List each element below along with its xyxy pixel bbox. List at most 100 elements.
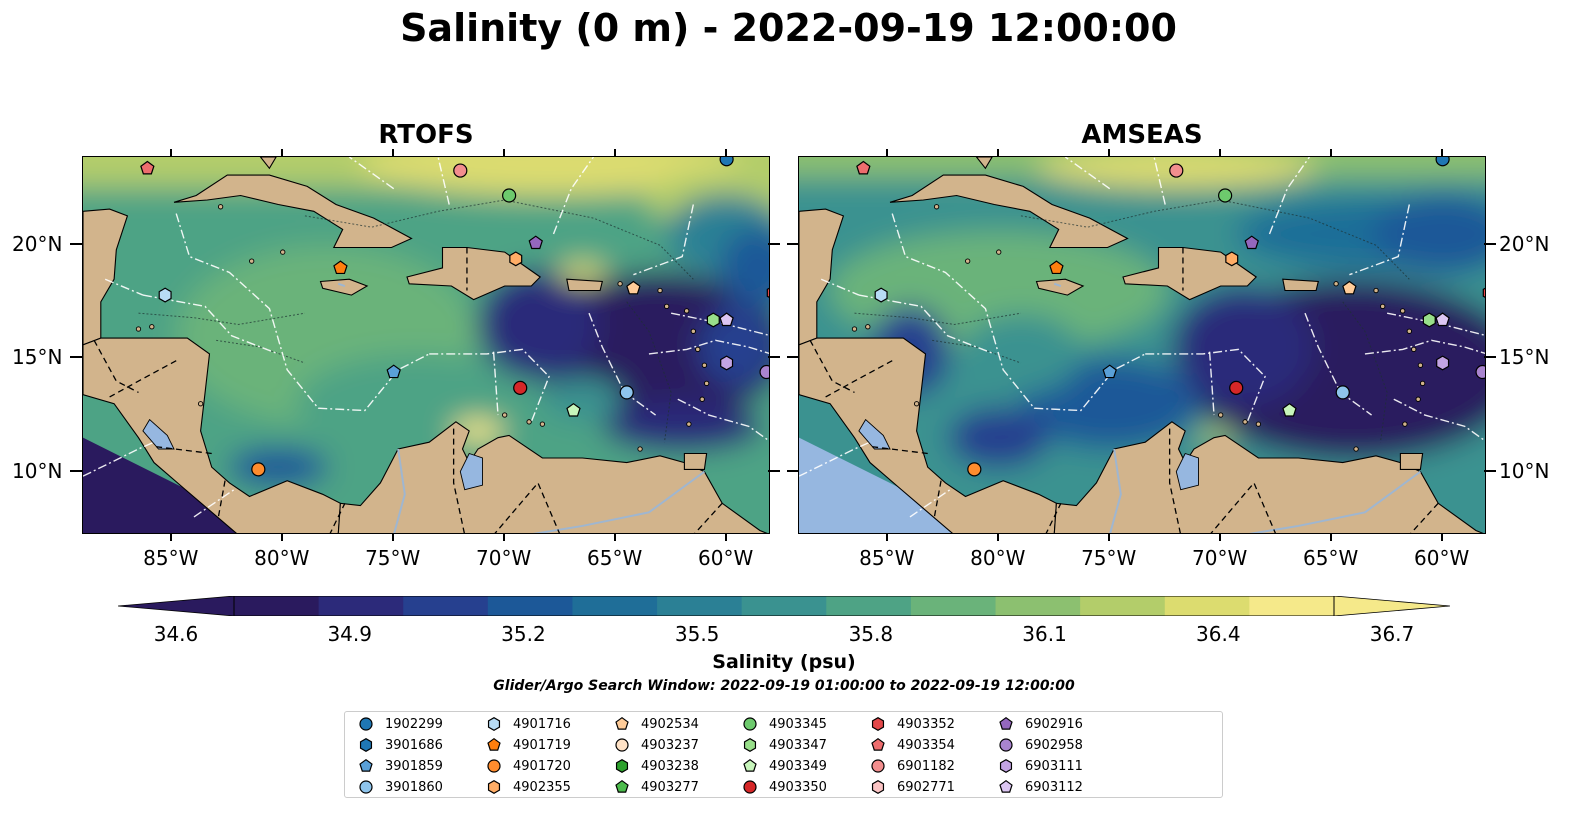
legend-label: 4901719 [513, 737, 571, 753]
lon-tick [724, 149, 727, 156]
float-marker-4903349 [1282, 402, 1297, 417]
island [965, 258, 971, 264]
legend-symbol [359, 738, 373, 752]
float-marker-4902534 [626, 280, 641, 295]
island [1406, 328, 1412, 334]
float-marker-4901720 [967, 462, 982, 477]
island [637, 446, 643, 452]
legend-item-3901860: 3901860 [357, 778, 443, 796]
lon-tick-label: 75°W [365, 546, 421, 570]
legend-marker-icon [359, 717, 373, 731]
legend-item-6903111: 6903111 [997, 757, 1083, 775]
legend-label: 4903354 [897, 737, 955, 753]
island [1353, 446, 1359, 452]
lon-tick [1440, 149, 1443, 156]
legend-label: 3901859 [385, 758, 443, 774]
lon-tick [1329, 149, 1332, 156]
island [539, 421, 546, 427]
eez-boundary [891, 213, 1146, 412]
colorbar-label: Salinity (psu) [712, 651, 856, 673]
eez-boundary [104, 278, 144, 296]
legend-symbol [615, 716, 629, 730]
colorbar-tick-label: 36.4 [1196, 622, 1241, 646]
lat-tick [70, 356, 82, 359]
island [1242, 419, 1248, 425]
legend-marker-icon [359, 738, 373, 752]
land-central [799, 337, 1057, 533]
land-central [83, 337, 341, 533]
pacific-ocean [83, 437, 237, 533]
colorbar-segment [1249, 596, 1335, 616]
map-panel-rtofs [82, 156, 770, 534]
island [249, 258, 255, 264]
legend-item-4903352: 4903352 [869, 715, 955, 733]
legend-marker-icon [871, 737, 885, 751]
float-marker-4903354 [856, 160, 871, 175]
legend-label: 4903349 [769, 758, 827, 774]
legend-symbol [487, 717, 501, 731]
island [684, 308, 690, 314]
float-marker-1902299 [719, 157, 734, 167]
legend-label: 6902916 [1025, 716, 1083, 732]
island [502, 412, 508, 418]
legend-item-4901716: 4901716 [485, 715, 571, 733]
island [197, 401, 204, 407]
legend-symbol [871, 737, 885, 751]
island [1380, 303, 1386, 310]
lon-tick [724, 534, 727, 541]
legend-item-1902299: 1902299 [357, 715, 443, 733]
float-marker-3901860 [619, 385, 634, 400]
eez-boundary [909, 489, 951, 518]
float-marker-4903347 [706, 312, 720, 328]
island [1411, 346, 1417, 353]
legend-label: 3901860 [385, 779, 443, 795]
legend-marker-icon [999, 759, 1013, 773]
eez-boundary [193, 489, 235, 518]
country-border [93, 340, 139, 393]
float-marker-6901182 [1169, 163, 1184, 178]
legend-item-4901719: 4901719 [485, 736, 571, 754]
float-marker-4901716 [158, 287, 172, 303]
legend-symbol [487, 737, 501, 751]
colorbar-segment [910, 596, 997, 616]
legend-symbol [743, 738, 757, 752]
legend-marker-icon [999, 716, 1013, 730]
float-marker-4901719 [333, 260, 348, 275]
legend-marker-icon [615, 716, 629, 730]
island [1218, 412, 1224, 418]
colorbar-segment [234, 596, 320, 616]
legend-marker-icon [615, 759, 629, 773]
lon-tick-label: 70°W [1192, 546, 1248, 570]
legend-label: 1902299 [385, 716, 443, 732]
panel-title-amseas: AMSEAS [1081, 120, 1203, 150]
float-marker-3901860 [1335, 385, 1350, 400]
river [532, 470, 706, 533]
legend-label: 4903350 [769, 779, 827, 795]
legend-label: 6902771 [897, 779, 955, 795]
lon-tick [391, 149, 394, 156]
land-trinidad [683, 452, 708, 470]
eez-boundary [799, 441, 871, 477]
colorbar-tick-label: 36.1 [1022, 622, 1067, 646]
float-marker-4903350 [513, 380, 528, 395]
lon-tick [996, 534, 999, 541]
legend-label: 4901720 [513, 758, 571, 774]
lat-tick [768, 243, 780, 246]
lon-tick [996, 149, 999, 156]
legend-label: 6903112 [1025, 779, 1083, 795]
colorbar-tick-label: 36.7 [1369, 622, 1415, 646]
colorbar-tick-label: 35.5 [674, 622, 720, 646]
colorbar-segment [826, 596, 912, 616]
lat-tick-label-right: 20°N [1499, 232, 1550, 257]
float-marker-4902355 [1225, 251, 1239, 267]
island [913, 401, 920, 407]
legend-item-4902534: 4902534 [613, 715, 699, 733]
float-marker-6903111 [720, 355, 734, 371]
lon-tick [885, 534, 888, 541]
land-puertorico [1282, 278, 1319, 292]
colorbar-segment [572, 596, 658, 616]
legend-item-6902771: 6902771 [869, 778, 955, 796]
eez-boundary [1268, 157, 1311, 235]
lon-tick [613, 149, 616, 156]
eez-boundary [677, 398, 769, 442]
